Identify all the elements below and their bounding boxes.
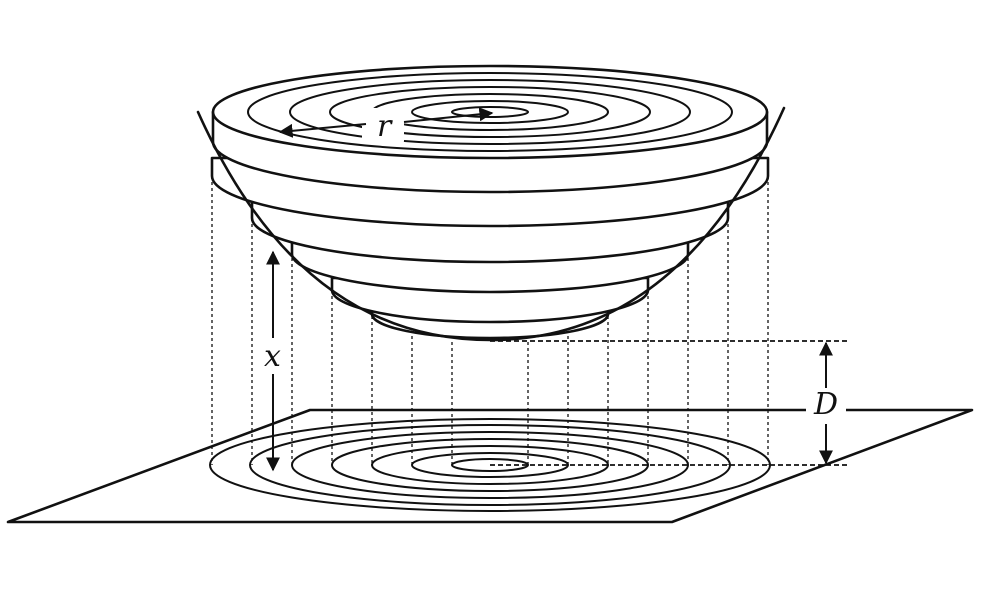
- stacked-disks: [210, 64, 770, 340]
- base-plane: [6, 408, 974, 524]
- radius-label: r: [377, 109, 393, 144]
- distance-label: D: [813, 387, 838, 422]
- projection-lines: [211, 158, 769, 465]
- parabola-curve: [196, 106, 786, 342]
- distance-arrow: [806, 341, 846, 465]
- radius-arrow: [278, 107, 494, 144]
- height-label: x: [264, 339, 281, 374]
